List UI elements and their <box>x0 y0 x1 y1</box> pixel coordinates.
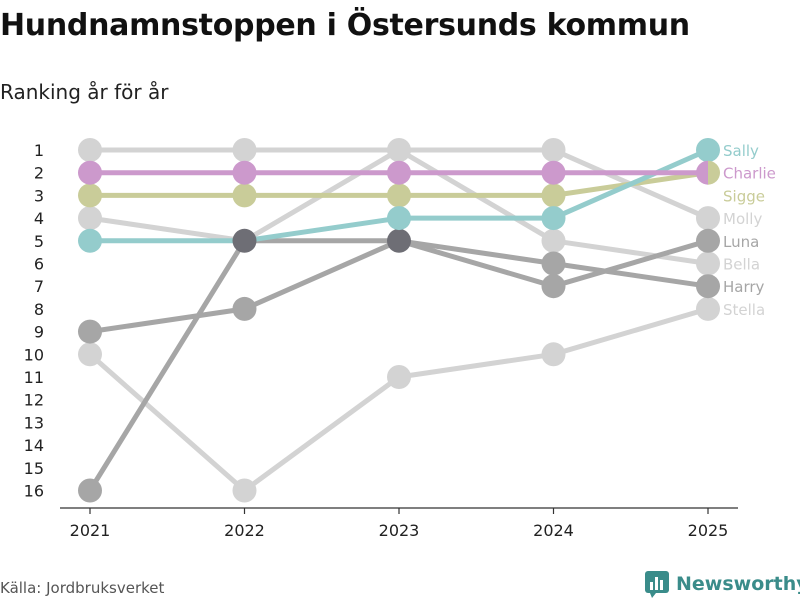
data-point-sigge-2022 <box>232 183 257 208</box>
data-point-sigge-2021 <box>78 183 102 208</box>
data-point-charlie-2025-right <box>708 160 720 185</box>
data-point-molly-2025 <box>696 206 720 231</box>
series-label-sally: Sally <box>723 142 759 160</box>
data-point-luna-2021 <box>78 319 102 344</box>
y-tick-label: 4 <box>34 209 44 228</box>
series-label-molly: Molly <box>723 210 762 228</box>
y-tick-label: 5 <box>34 232 44 251</box>
brand-name: Newsworthy <box>676 573 800 595</box>
data-point-charlie-2025-left <box>696 160 708 185</box>
bump-chart: 2021 2022 2023 2024 202512345678910111213141… <box>24 138 776 540</box>
data-point-charlie-2021 <box>78 160 102 185</box>
brand-logo: Newsworthy <box>644 570 800 598</box>
y-tick-label: 6 <box>34 255 44 274</box>
chart-title: Hundnamnstoppen i Östersunds kommun <box>0 8 690 43</box>
data-point-harry-2024 <box>541 251 566 276</box>
data-point-stella-2023 <box>387 365 411 389</box>
labels-layer: Sally Charlie Sigge Molly Luna Bella Harry Stel… <box>723 142 776 319</box>
points-layer <box>78 138 720 503</box>
data-point-bella-2022 <box>232 138 257 162</box>
series-label-charlie: Charlie <box>723 165 776 183</box>
y-tick-label: 14 <box>24 436 44 455</box>
y-tick-label: 3 <box>34 186 44 205</box>
data-point-sally-2024 <box>541 206 566 231</box>
x-tick-label: 2021 <box>70 521 111 540</box>
data-point-sally-2025 <box>696 138 720 162</box>
y-tick-label: 10 <box>24 345 44 364</box>
y-tick-label: 13 <box>24 413 44 432</box>
data-point-stella-2024 <box>541 342 566 367</box>
data-point-bella-2025 <box>696 251 720 276</box>
chart-subtitle: Ranking år för år <box>0 80 169 104</box>
x-tick-label: 2023 <box>379 521 420 540</box>
y-tick-label: 15 <box>24 459 44 478</box>
newsworthy-logo-icon <box>645 571 669 598</box>
x-tick-label: 2022 <box>224 521 265 540</box>
data-point-luna-2025 <box>696 228 720 253</box>
data-point-luna-2023 <box>387 228 411 253</box>
y-tick-label: 11 <box>24 368 44 387</box>
data-point-charlie-2023 <box>387 160 411 185</box>
y-tick-label: 7 <box>34 277 44 296</box>
data-point-stella-2022 <box>232 478 257 503</box>
data-point-luna-2024 <box>541 274 566 299</box>
data-point-molly-2021 <box>78 206 102 231</box>
series-label-bella: Bella <box>723 256 760 274</box>
data-point-sigge-2024 <box>541 183 566 208</box>
data-point-bella-2021 <box>78 138 102 162</box>
series-line-luna <box>87 238 711 335</box>
data-point-molly-2024 <box>541 138 566 162</box>
data-point-sally-2023 <box>387 206 411 231</box>
data-point-molly-2023 <box>387 138 411 162</box>
y-tick-label: 2 <box>34 164 44 183</box>
y-tick-label: 8 <box>34 300 44 319</box>
data-point-sally-2022 <box>232 228 257 253</box>
x-tick-label: 2024 <box>533 521 574 540</box>
data-point-bella-2024 <box>541 228 566 253</box>
series-label-stella: Stella <box>723 301 765 319</box>
x-tick-label: 2025 <box>688 521 729 540</box>
data-point-harry-2021 <box>78 478 102 503</box>
source-note: Källa: Jordbruksverket <box>0 579 165 597</box>
data-point-stella-2021 <box>78 342 102 367</box>
data-point-charlie-2022 <box>232 160 257 185</box>
data-point-stella-2025 <box>696 296 720 321</box>
data-point-charlie-2024 <box>541 160 566 185</box>
data-point-harry-2025 <box>696 274 720 299</box>
y-tick-label: 16 <box>24 482 44 501</box>
series-label-sigge: Sigge <box>723 187 765 205</box>
y-tick-label: 9 <box>34 323 44 342</box>
axis-layer: 2021 2022 2023 2024 202512345678910111213141… <box>24 141 738 540</box>
y-tick-label: 12 <box>24 391 44 410</box>
series-label-harry: Harry <box>723 278 765 296</box>
data-point-luna-2022 <box>232 296 257 321</box>
series-label-luna: Luna <box>723 233 759 251</box>
data-point-sally-2021 <box>78 228 102 253</box>
y-tick-label: 1 <box>34 141 44 160</box>
data-point-sigge-2023 <box>387 183 411 208</box>
